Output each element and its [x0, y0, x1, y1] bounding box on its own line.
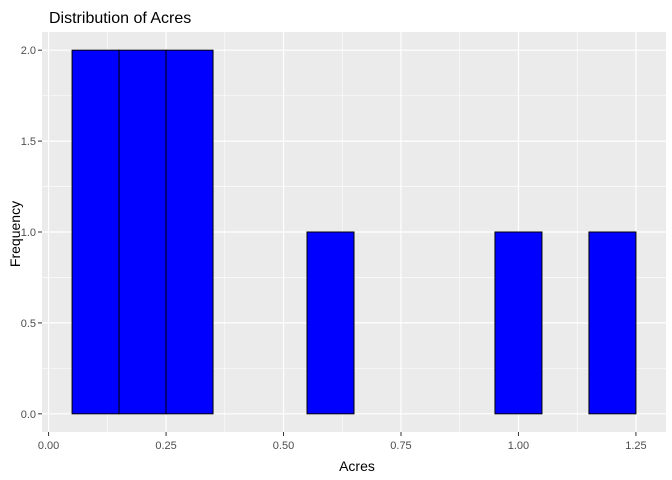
histogram-bars: [71, 49, 637, 415]
histogram-bar: [118, 49, 167, 415]
histogram-bar: [588, 231, 637, 415]
y-axis-title: Frequency: [7, 201, 23, 267]
histogram-bar: [494, 231, 543, 415]
y-tick-label: 0.5: [21, 318, 36, 330]
x-axis: 0.00 0.25 0.50 0.75 1.00 1.25: [38, 432, 647, 452]
x-tick-label: 0.50: [273, 440, 294, 452]
x-tick-label: 1.25: [625, 440, 646, 452]
y-tick-label: 0.0: [21, 409, 36, 421]
y-tick-label: 1.5: [21, 136, 36, 148]
x-tick-label: 0.25: [155, 440, 176, 452]
y-tick-label: 2.0: [21, 45, 36, 57]
y-tick-label: 1.0: [21, 227, 36, 239]
chart-title: Distribution of Acres: [49, 10, 191, 27]
histogram-bar: [165, 49, 214, 415]
histogram-bar: [71, 49, 120, 415]
x-axis-title: Acres: [339, 458, 375, 474]
x-tick-label: 0.00: [38, 440, 59, 452]
x-tick-label: 0.75: [390, 440, 411, 452]
histogram-bar: [306, 231, 355, 415]
x-tick-label: 1.00: [508, 440, 529, 452]
y-axis: 0.0 0.5 1.0 1.5 2.0: [21, 45, 42, 421]
